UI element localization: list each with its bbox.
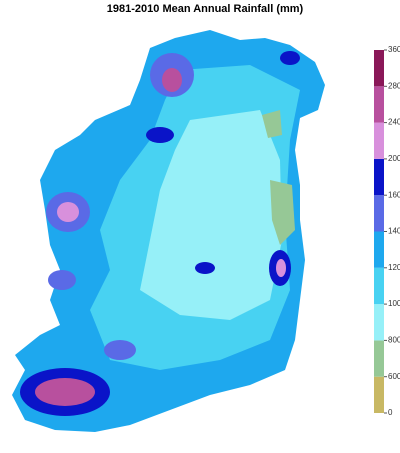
wet-donegal-core [162, 68, 182, 92]
colorbar-tick-label: 2800 [388, 81, 400, 90]
dry-midlands [140, 110, 282, 320]
rainfall-map [12, 30, 325, 432]
colorbar-tick-label: 0 [388, 408, 393, 417]
colorbar-tick-label: 800 [388, 336, 400, 345]
map-title: 1981-2010 Mean Annual Rainfall (mm) [107, 3, 304, 15]
colorbar-segment [374, 340, 384, 377]
wet-kerry-core [35, 378, 95, 406]
wet-mournes [280, 51, 300, 65]
colorbar-segment [374, 267, 384, 305]
colorbar-segment [374, 304, 384, 341]
colorbar-tick-label: 1000 [388, 299, 400, 308]
colorbar-tick-label: 1200 [388, 263, 400, 272]
wet-galtees [195, 262, 215, 274]
wet-wicklow-core [276, 259, 286, 277]
east-coast-dry [270, 180, 295, 245]
colorbar-segment [374, 86, 384, 123]
colorbar-segment [374, 122, 384, 159]
colorbar-segment [374, 195, 384, 232]
colorbar-tick-label: 600 [388, 372, 400, 381]
colorbar-segment [374, 376, 384, 413]
colorbar: 0 600 800 1000 1200 1400 1600 2000 2400 2800 3600 [374, 45, 400, 417]
colorbar-tick-label: 1600 [388, 190, 400, 199]
colorbar-tick-label: 2000 [388, 154, 400, 163]
colorbar-segment [374, 158, 384, 196]
colorbar-tick-label: 1400 [388, 227, 400, 236]
colorbar-tick-label: 3600 [388, 45, 400, 54]
north-east-dry [262, 110, 282, 138]
wet-mayo-core [57, 202, 79, 222]
colorbar-tick-label: 2400 [388, 118, 400, 127]
colorbar-segment [374, 50, 384, 87]
colorbar-segment [374, 231, 384, 268]
wet-galway [48, 270, 76, 290]
wet-leitrim [146, 127, 174, 143]
wet-west-cork [104, 340, 136, 360]
